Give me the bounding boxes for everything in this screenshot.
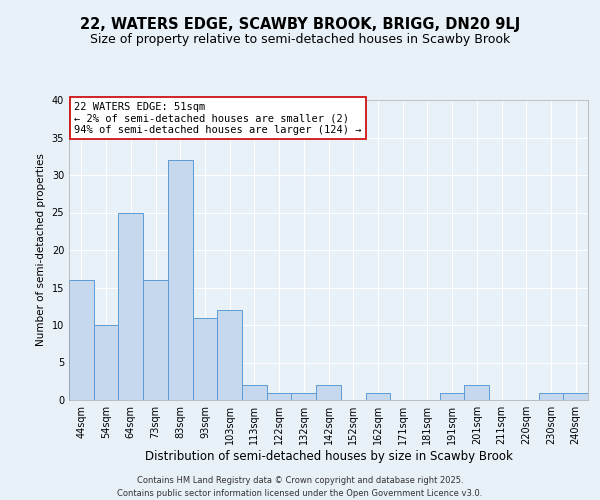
Bar [69, 280, 94, 400]
Bar [464, 385, 489, 400]
Bar [563, 392, 588, 400]
Text: 22 WATERS EDGE: 51sqm
← 2% of semi-detached houses are smaller (2)
94% of semi-d: 22 WATERS EDGE: 51sqm ← 2% of semi-detac… [74, 102, 362, 134]
Text: 22, WATERS EDGE, SCAWBY BROOK, BRIGG, DN20 9LJ: 22, WATERS EDGE, SCAWBY BROOK, BRIGG, DN… [80, 18, 520, 32]
X-axis label: Distribution of semi-detached houses by size in Scawby Brook: Distribution of semi-detached houses by … [145, 450, 512, 463]
Y-axis label: Number of semi-detached properties: Number of semi-detached properties [36, 154, 46, 346]
Bar [267, 392, 292, 400]
Bar [143, 280, 168, 400]
Bar [365, 392, 390, 400]
Bar [440, 392, 464, 400]
Bar [94, 325, 118, 400]
Bar [242, 385, 267, 400]
Bar [316, 385, 341, 400]
Bar [292, 392, 316, 400]
Text: Contains HM Land Registry data © Crown copyright and database right 2025.
Contai: Contains HM Land Registry data © Crown c… [118, 476, 482, 498]
Text: Size of property relative to semi-detached houses in Scawby Brook: Size of property relative to semi-detach… [90, 32, 510, 46]
Bar [168, 160, 193, 400]
Bar [539, 392, 563, 400]
Bar [193, 318, 217, 400]
Bar [118, 212, 143, 400]
Bar [217, 310, 242, 400]
